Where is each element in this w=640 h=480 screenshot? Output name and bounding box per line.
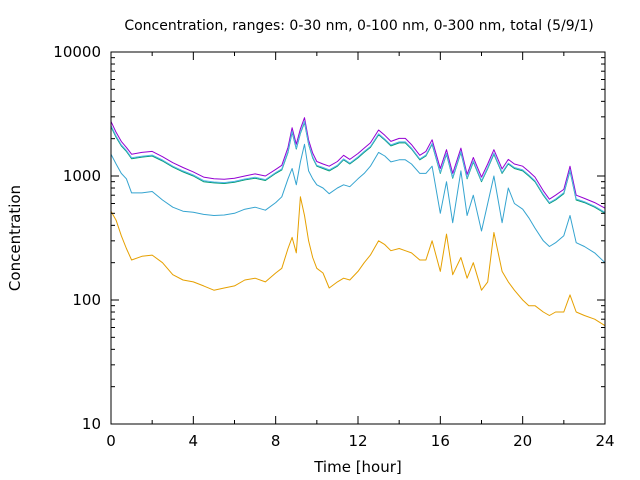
x-tick-label: 16 <box>431 432 450 450</box>
ticks-layer: 0 4 8 12 16 20 24 10 100 1000 10000 <box>53 43 614 450</box>
x-axis-label: Time [hour] <box>313 458 402 476</box>
x-tick-label: 20 <box>513 432 532 450</box>
y-axis-label: Concentration <box>6 185 24 291</box>
y-tick-label: 10 <box>82 415 101 433</box>
y-tick-label: 1000 <box>63 167 101 185</box>
series-line-5 <box>110 120 606 213</box>
x-tick-label: 8 <box>271 432 281 450</box>
plot-area-border <box>110 51 606 425</box>
series-line-1 <box>110 196 606 327</box>
series-line-3 <box>110 122 606 214</box>
chart-title: Concentration, ranges: 0-30 nm, 0-100 nm… <box>124 18 593 34</box>
series-layer <box>110 117 606 327</box>
x-tick-label: 0 <box>106 432 116 450</box>
y-tick-label: 10000 <box>53 43 101 61</box>
y-tick-label: 100 <box>72 291 101 309</box>
x-tick-label: 4 <box>189 432 199 450</box>
series-line-4 <box>110 117 606 209</box>
x-tick-label: 12 <box>348 432 367 450</box>
x-tick-label: 24 <box>595 432 614 450</box>
series-line-2 <box>110 143 606 264</box>
